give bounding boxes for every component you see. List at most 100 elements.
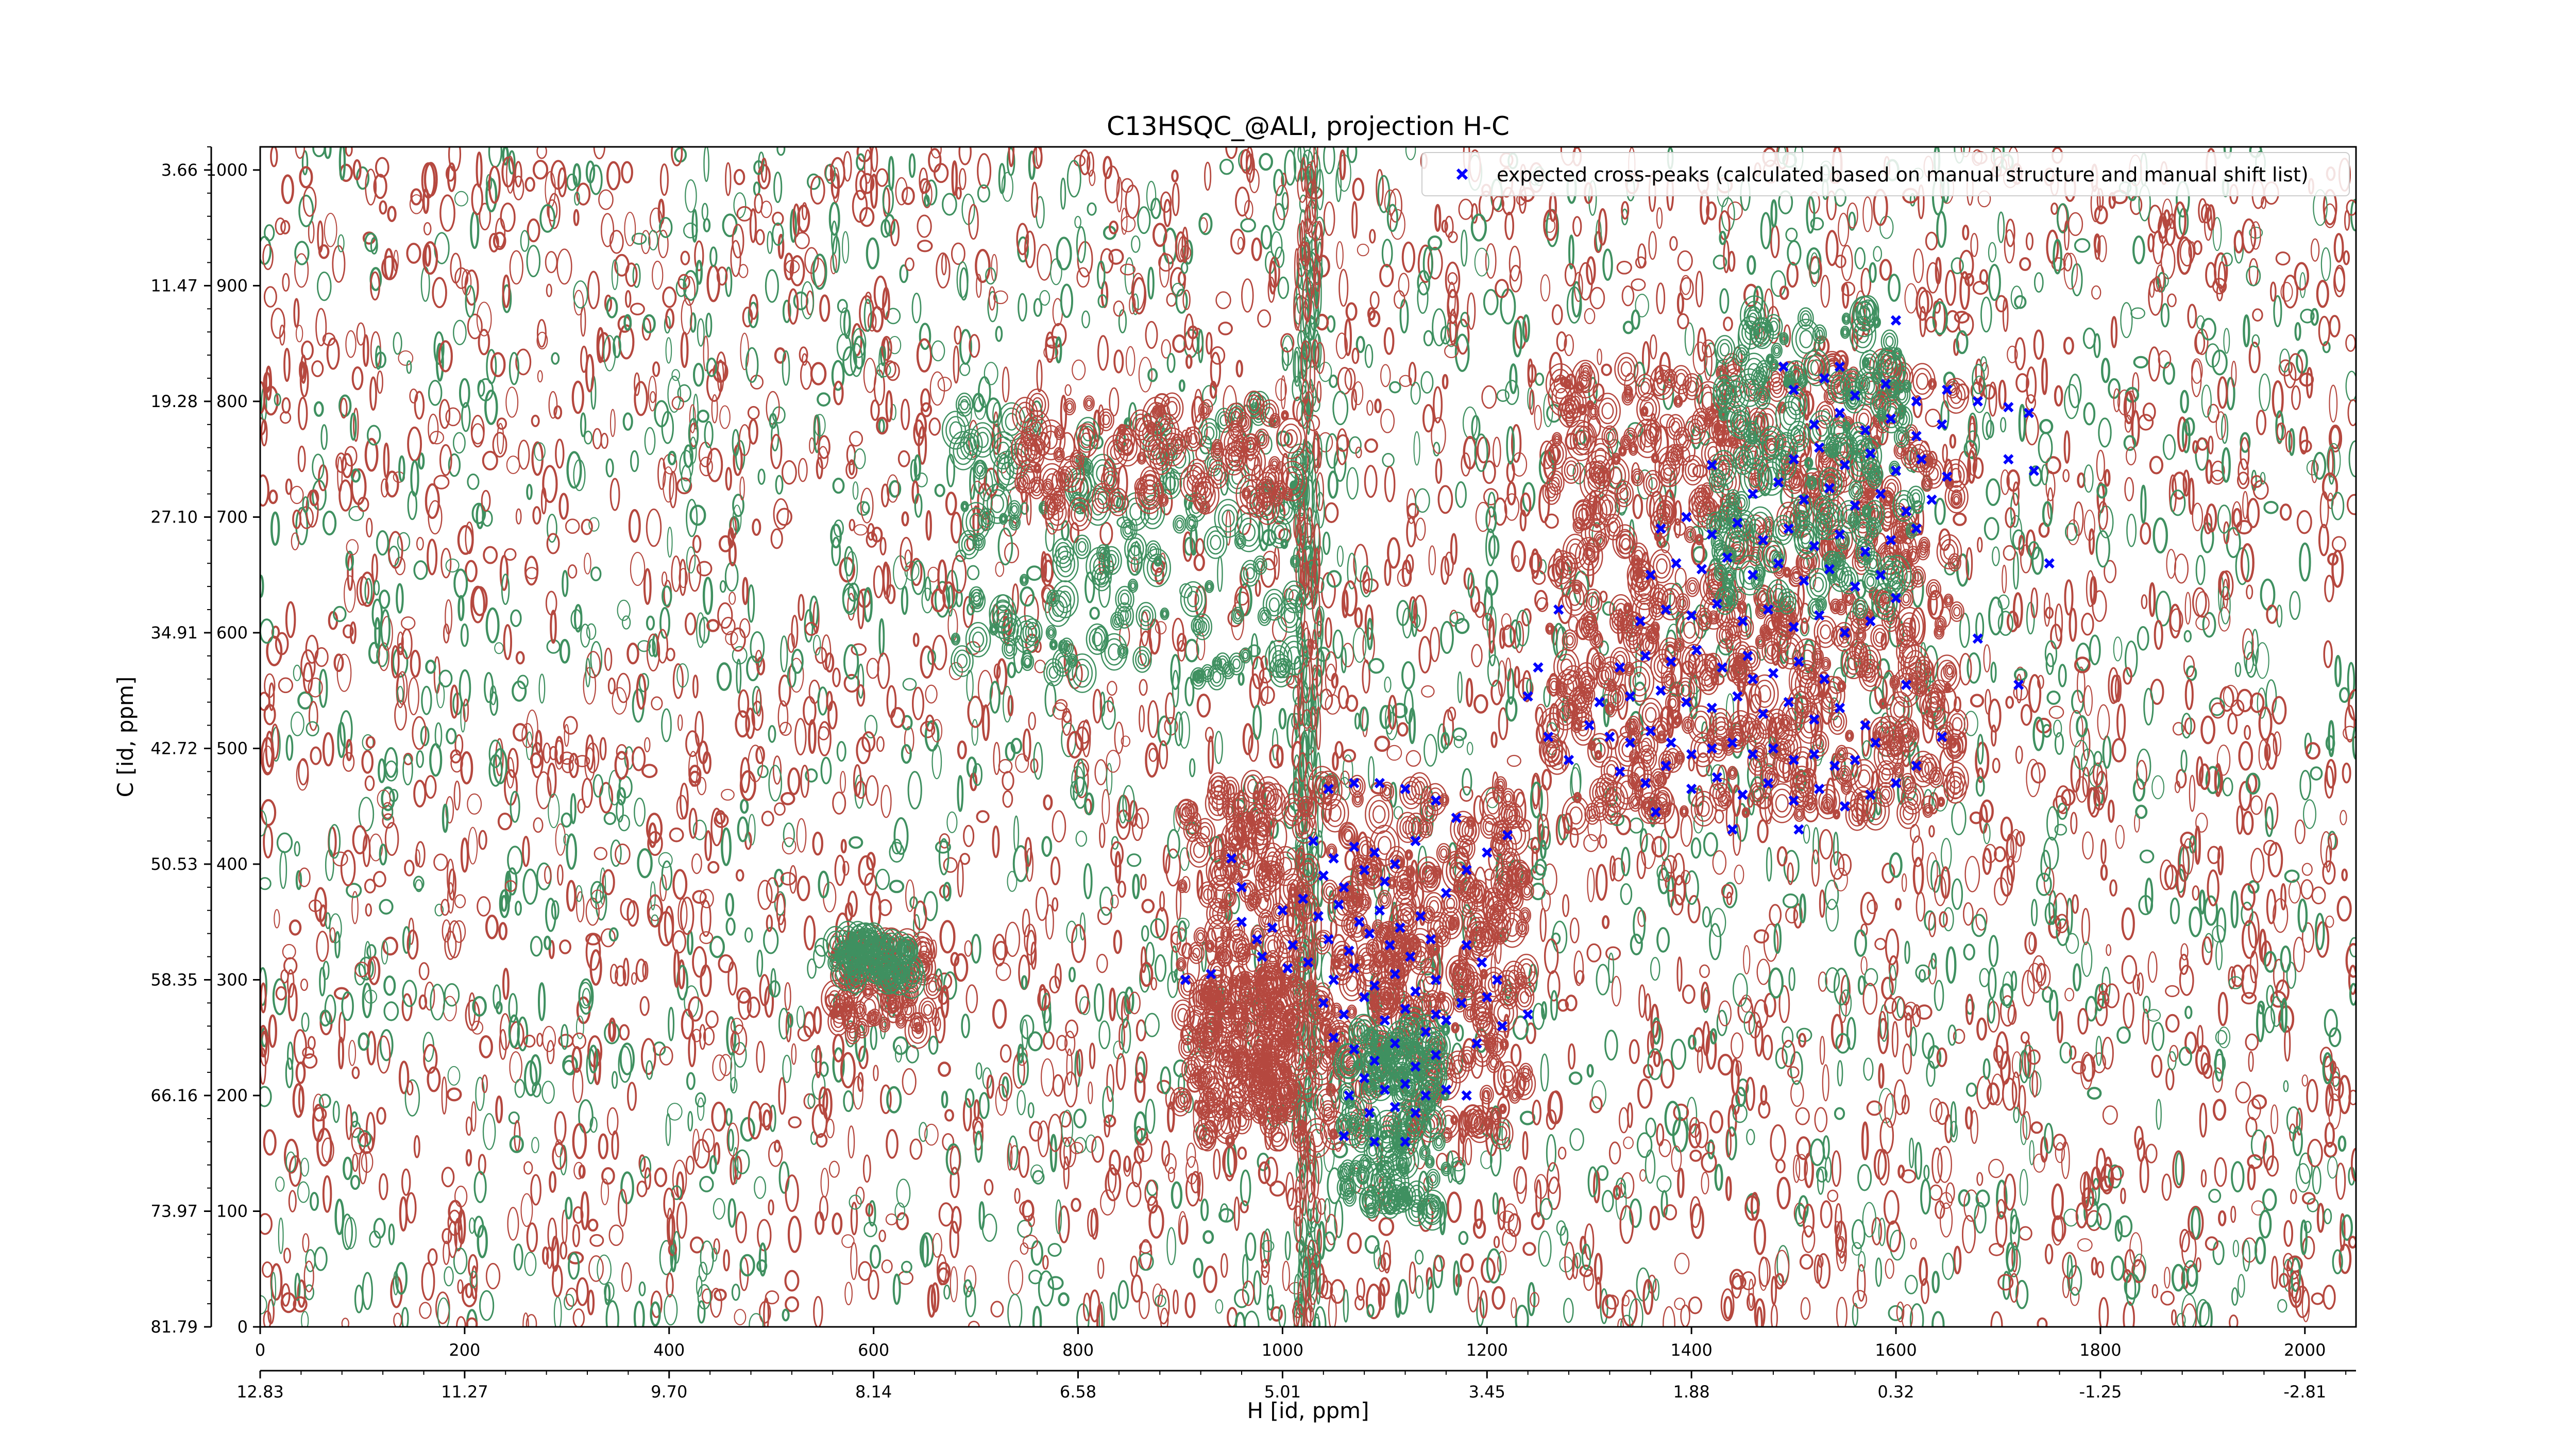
contour: [1442, 374, 1449, 390]
contour: [778, 1077, 787, 1115]
contour: [1018, 293, 1027, 322]
contour: [396, 583, 404, 614]
contour: [553, 405, 563, 419]
contour: [1882, 863, 1895, 884]
contour: [452, 432, 466, 454]
contour: [1992, 546, 2000, 566]
contour: [1795, 1107, 1810, 1125]
contour: [1097, 906, 1112, 925]
contour: [2070, 1287, 2080, 1306]
contour: [560, 1144, 567, 1175]
contour: [1352, 177, 1365, 201]
chart-title: C13HSQC_@ALI, projection H-C: [1107, 111, 1510, 141]
contour: [646, 615, 655, 631]
contour: [1106, 1064, 1114, 1102]
contour: [1240, 1200, 1249, 1214]
contour: [1509, 265, 1522, 293]
contour: [768, 1199, 774, 1216]
contour: [615, 965, 626, 987]
contour: [2081, 908, 2090, 946]
contour: [819, 294, 831, 322]
contour: [1549, 351, 1563, 383]
contour: [1071, 1198, 1081, 1212]
contour: [1933, 300, 1941, 314]
contour: [502, 147, 509, 166]
contour: [456, 1316, 466, 1327]
contour: [2049, 989, 2059, 1021]
contour: [484, 389, 498, 425]
contour: [1167, 971, 1179, 998]
contour: [1519, 1110, 1536, 1125]
contour: [1277, 276, 1290, 299]
contour: [748, 814, 756, 846]
contour: [555, 823, 566, 856]
contour: [1166, 1227, 1176, 1266]
contour: [547, 763, 557, 798]
contour: [1365, 1284, 1382, 1320]
contour: [798, 594, 805, 621]
contour: [1334, 740, 1344, 759]
contour: [1612, 857, 1625, 882]
contour: [1186, 1142, 1196, 1168]
contour: [2003, 545, 2016, 561]
contour: [1324, 502, 1339, 524]
contour: [1997, 594, 2010, 610]
contour: [1336, 545, 1344, 567]
contour: [1369, 229, 1376, 244]
contour: [864, 715, 878, 739]
contour: [438, 399, 451, 429]
contour: [1891, 1021, 1899, 1058]
contour: [2104, 983, 2120, 1008]
contour: [1397, 1279, 1409, 1315]
contour: [1388, 188, 1403, 223]
contour: [1367, 756, 1375, 789]
contour: [2270, 1104, 2279, 1135]
contour: [909, 1138, 923, 1160]
contour: [848, 1125, 855, 1159]
contour: [332, 1101, 340, 1123]
contour: [1015, 753, 1029, 773]
contour: [1498, 707, 1509, 740]
contour: [471, 1101, 477, 1132]
contour: [385, 470, 399, 498]
contour: [817, 392, 831, 407]
contour: [524, 177, 535, 192]
contour: [514, 161, 522, 188]
contour: [719, 1054, 733, 1076]
contour: [934, 581, 951, 618]
contour: [1583, 1269, 1595, 1291]
contour: [2019, 1169, 2028, 1206]
contour: [1988, 1158, 2004, 1178]
contour: [2247, 1164, 2256, 1191]
contour: [1509, 245, 1521, 282]
contour: [851, 643, 867, 656]
contour: [418, 994, 428, 1010]
contour: [546, 639, 561, 654]
contour: [1037, 244, 1052, 281]
contour: [2167, 293, 2177, 308]
contour: [721, 827, 732, 866]
contour: [318, 668, 328, 708]
contour: [1413, 431, 1420, 466]
contour: [2223, 328, 2230, 354]
contour: [1123, 1155, 1131, 1177]
contour: [1928, 912, 1937, 937]
contour: [2235, 1081, 2251, 1104]
contour: [1754, 1298, 1766, 1327]
contour: [1727, 201, 1743, 221]
contour: [1885, 929, 1900, 966]
contour: [938, 1062, 951, 1077]
contour: [692, 819, 707, 840]
contour: [868, 1200, 876, 1227]
contour: [2195, 554, 2206, 585]
contour: [919, 323, 931, 350]
contour: [2278, 359, 2293, 377]
contour: [616, 799, 624, 823]
contour: [2010, 493, 2020, 528]
contour: [1462, 406, 1478, 440]
contour: [1465, 678, 1473, 707]
contour: [2092, 590, 2107, 622]
contour: [1075, 830, 1088, 847]
contour: [1511, 540, 1526, 572]
contour: [1800, 620, 1810, 636]
